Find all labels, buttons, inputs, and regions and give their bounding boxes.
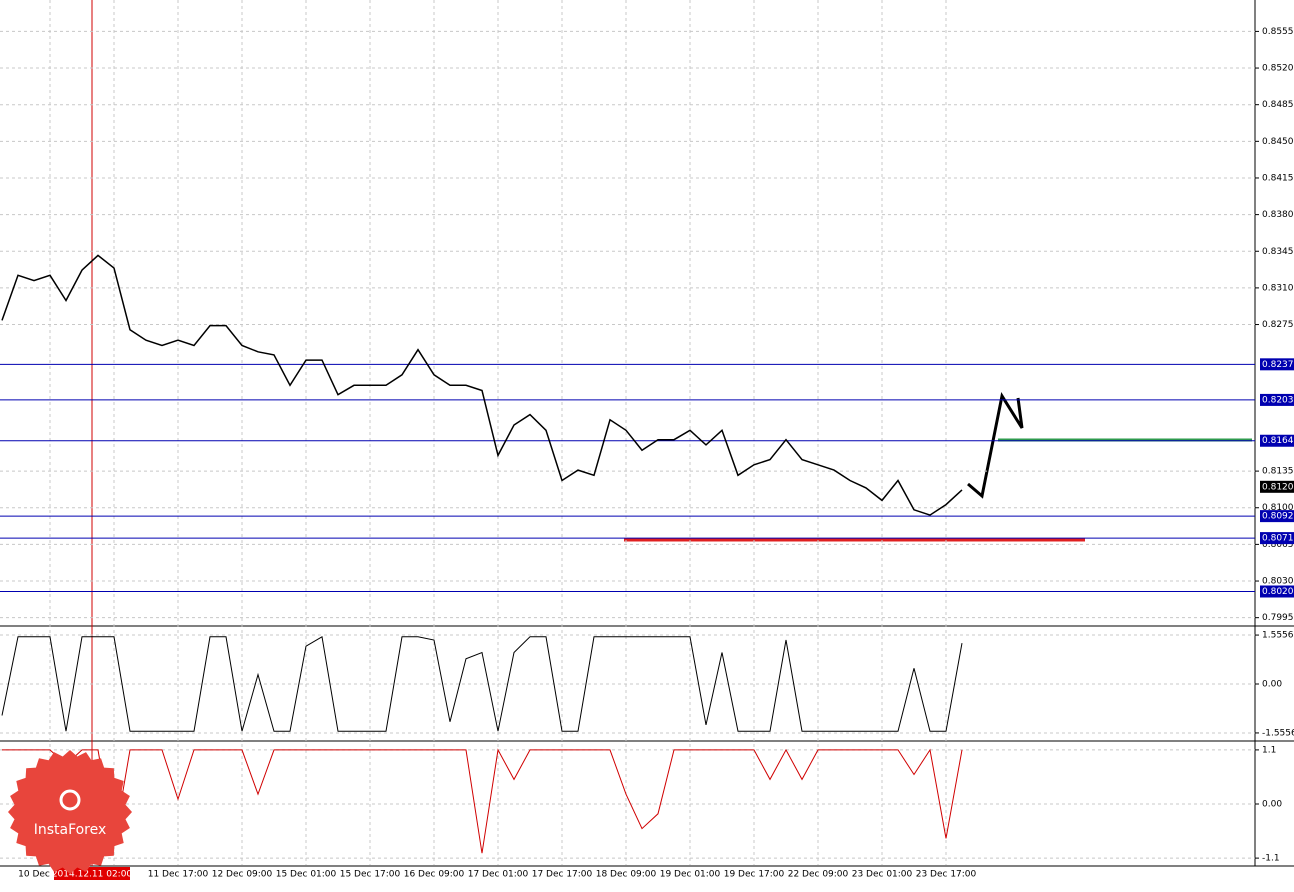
y-tick-label: 0.8065 [1262,540,1294,550]
level-label-box [1260,434,1294,447]
y-tick-label: 0.8310 [1262,283,1294,293]
forecast-arrow [967,392,1024,499]
x-tick-label: 17 Dec 01:00 [468,870,529,880]
x-tick-label: 19 Dec 17:00 [724,870,785,880]
level-label-box [1260,585,1294,598]
series-line [1,636,963,732]
x-tick-label: 22 Dec 09:00 [788,870,849,880]
y-tick-label: 0.8030 [1262,577,1294,587]
y-tick-label: 0.8555 [1262,27,1294,37]
level-label-box [1260,393,1294,406]
level-label-box [1260,510,1294,523]
y-tick-label: 0.8135 [1262,467,1294,477]
x-tick-label: 23 Dec 17:00 [916,870,977,880]
x-tick-label: 15 Dec 01:00 [276,870,337,880]
x-tick-label: 11 Dec 17:00 [148,870,209,880]
series-line [2,748,963,854]
x-tick-label: 16 Dec 09:00 [404,870,465,880]
series-line [1,254,963,516]
level-label: 0.8092 [1262,512,1294,522]
cursor-label: 2014.12.11 02:00 [52,870,133,880]
x-tick-label: 19 Dec 01:00 [660,870,721,880]
y-tick-label: -1.5556 [1262,728,1294,738]
level-label: 0.8020 [1262,587,1294,597]
x-tick-label: 17 Dec 17:00 [532,870,593,880]
logo-text: InstaForex [34,822,107,838]
x-tick-label: 15 Dec 17:00 [340,870,401,880]
price-label-box [1260,480,1294,493]
x-tick-label: 18 Dec 09:00 [596,870,657,880]
level-label-box [1260,358,1294,371]
y-tick-label: 0.00 [1262,800,1282,810]
y-tick-label: 0.8345 [1262,247,1294,257]
level-label: 0.8164 [1262,436,1294,446]
y-tick-label: 0.8485 [1262,100,1294,110]
y-tick-label: 0.8275 [1262,320,1294,330]
y-tick-label: 0.8415 [1262,173,1294,183]
logo-badge [8,750,132,874]
y-tick-label: -1.1 [1262,854,1280,864]
level-label: 0.8071 [1262,534,1294,544]
y-tick-label: 1.1 [1262,745,1276,755]
y-tick-label: 0.7995 [1262,613,1294,623]
x-tick-label: 23 Dec 01:00 [852,870,913,880]
level-label: 0.8203 [1262,395,1294,405]
y-tick-label: 0.8100 [1262,503,1294,513]
logo-icon [59,789,81,811]
level-label-box [1260,532,1294,545]
y-tick-label: 1.5556 [1262,631,1294,641]
y-tick-label: 0.00 [1262,680,1282,690]
x-tick-label: 10 Dec [18,870,50,880]
x-tick-label: 12 Dec 09:00 [212,870,273,880]
y-tick-label: 0.8520 [1262,64,1294,74]
y-tick-label: 0.8450 [1262,137,1294,147]
price-label: 0.8120 [1262,482,1294,492]
level-label: 0.8237 [1262,360,1294,370]
y-tick-label: 0.8380 [1262,210,1294,220]
logo: InstaForex [8,750,132,874]
